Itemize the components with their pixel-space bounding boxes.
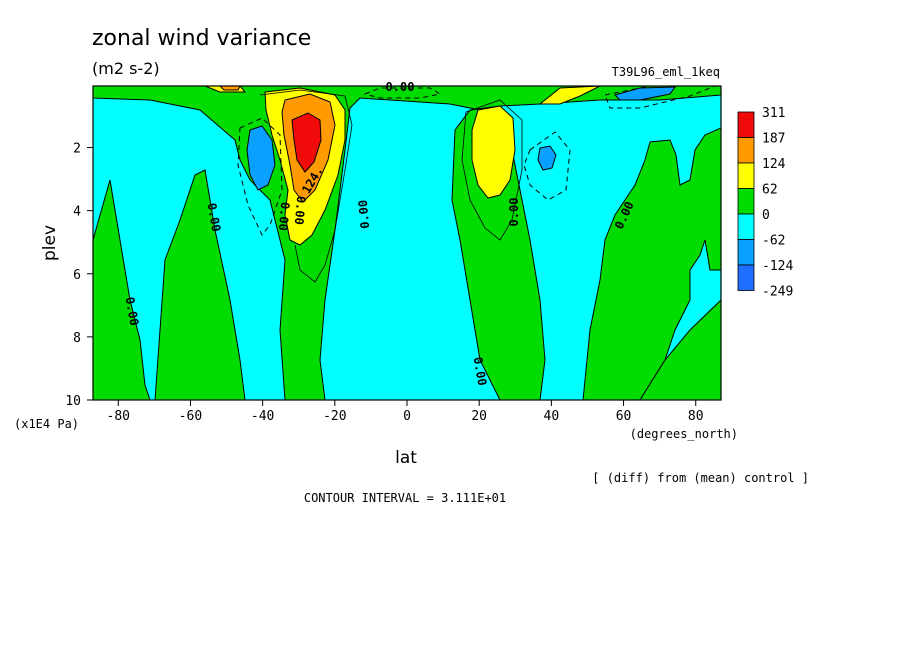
y-tick-label: 2 <box>73 142 81 157</box>
colorbar-label: -124 <box>762 259 793 274</box>
x-tick-label: -80 <box>107 409 130 424</box>
contour-interval: CONTOUR INTERVAL = 3.111E+01 <box>304 491 506 505</box>
x-tick-label: -60 <box>179 409 202 424</box>
colorbar-swatch <box>737 137 755 164</box>
y-tick-label: 4 <box>73 205 81 220</box>
x-axis-label: lat <box>395 448 417 468</box>
region-red-south <box>291 112 322 173</box>
region-yellow-top-right <box>538 86 601 105</box>
contour-solid-south-outer <box>259 89 353 283</box>
contour-label: 0.00 <box>471 356 490 387</box>
x-axis-units: (degrees_north) <box>630 427 738 441</box>
plot-area <box>93 86 721 400</box>
y-axis: 2 4 6 8 10 <box>65 142 93 409</box>
contour-solid-north-outer <box>461 99 523 241</box>
x-tick-label: -20 <box>323 409 346 424</box>
region-green-right-edge <box>639 299 721 400</box>
y-axis-units: (x1E4 Pa) <box>14 417 79 431</box>
x-tick-label: 40 <box>544 409 560 424</box>
colorbar-label: -62 <box>762 234 785 249</box>
contour-label: 0.00 <box>292 195 308 225</box>
colorbar-swatch <box>737 188 755 215</box>
y-tick-label: 10 <box>65 394 81 409</box>
x-tick-label: -40 <box>251 409 274 424</box>
y-tick-label: 6 <box>73 268 81 283</box>
region-orange-top-left <box>219 86 241 91</box>
contour-labels: 0.00 0.00 0.00 0.00 0.00 0.00 0.00 0.00 … <box>123 80 637 387</box>
contour-label: 0.00 <box>386 80 415 94</box>
chart-title: zonal wind variance <box>92 26 311 51</box>
contour-dashed-north <box>523 131 571 201</box>
region-blue-top-right <box>614 86 676 101</box>
colorbar-label: 0 <box>762 208 770 223</box>
colorbar-label: -249 <box>762 285 793 300</box>
contour-label: 0.00 <box>276 201 292 231</box>
region-green-right <box>582 127 721 400</box>
contour-label: 0.00 <box>356 199 372 229</box>
colorbar-swatch <box>737 239 755 266</box>
colorbar-swatch <box>737 213 755 240</box>
diff-note: [ (diff) from (mean) control ] <box>592 471 809 485</box>
colorbar-label: 124 <box>762 157 786 172</box>
chart-subtitle: (m2 s-2) <box>92 59 160 78</box>
x-tick-label: 60 <box>616 409 632 424</box>
colorbar-swatch <box>737 162 755 189</box>
region-blue-south <box>246 125 276 191</box>
region-yellow-north <box>471 105 516 199</box>
colorbar-label: 187 <box>762 132 785 147</box>
colorbar-swatch <box>737 264 755 291</box>
colorbar-label: 311 <box>762 106 785 121</box>
colorbar-swatch <box>737 111 755 138</box>
region-green-midleft <box>154 169 246 400</box>
region-blue-north <box>537 145 557 171</box>
run-label: T39L96_eml_1keq <box>612 65 720 79</box>
region-green-left <box>93 179 151 400</box>
contour-label: 0.00 <box>123 296 142 327</box>
contour-label: 0.00 <box>205 202 224 233</box>
x-axis: -80 -60 -40 -20 0 20 40 60 80 <box>107 400 704 424</box>
x-tick-label: 80 <box>688 409 704 424</box>
contour-dashed-top-right <box>604 86 716 109</box>
contour-label: 0.00 <box>507 198 521 227</box>
colorbar: 311 187 124 62 0 -62 -124 -249 <box>737 106 793 300</box>
x-tick-label: 20 <box>471 409 487 424</box>
colorbar-label: 62 <box>762 183 778 198</box>
y-tick-label: 8 <box>73 331 81 346</box>
x-tick-label: 0 <box>403 409 411 424</box>
contour-dashed-top-center <box>363 87 442 99</box>
y-axis-label: plev <box>40 225 60 261</box>
